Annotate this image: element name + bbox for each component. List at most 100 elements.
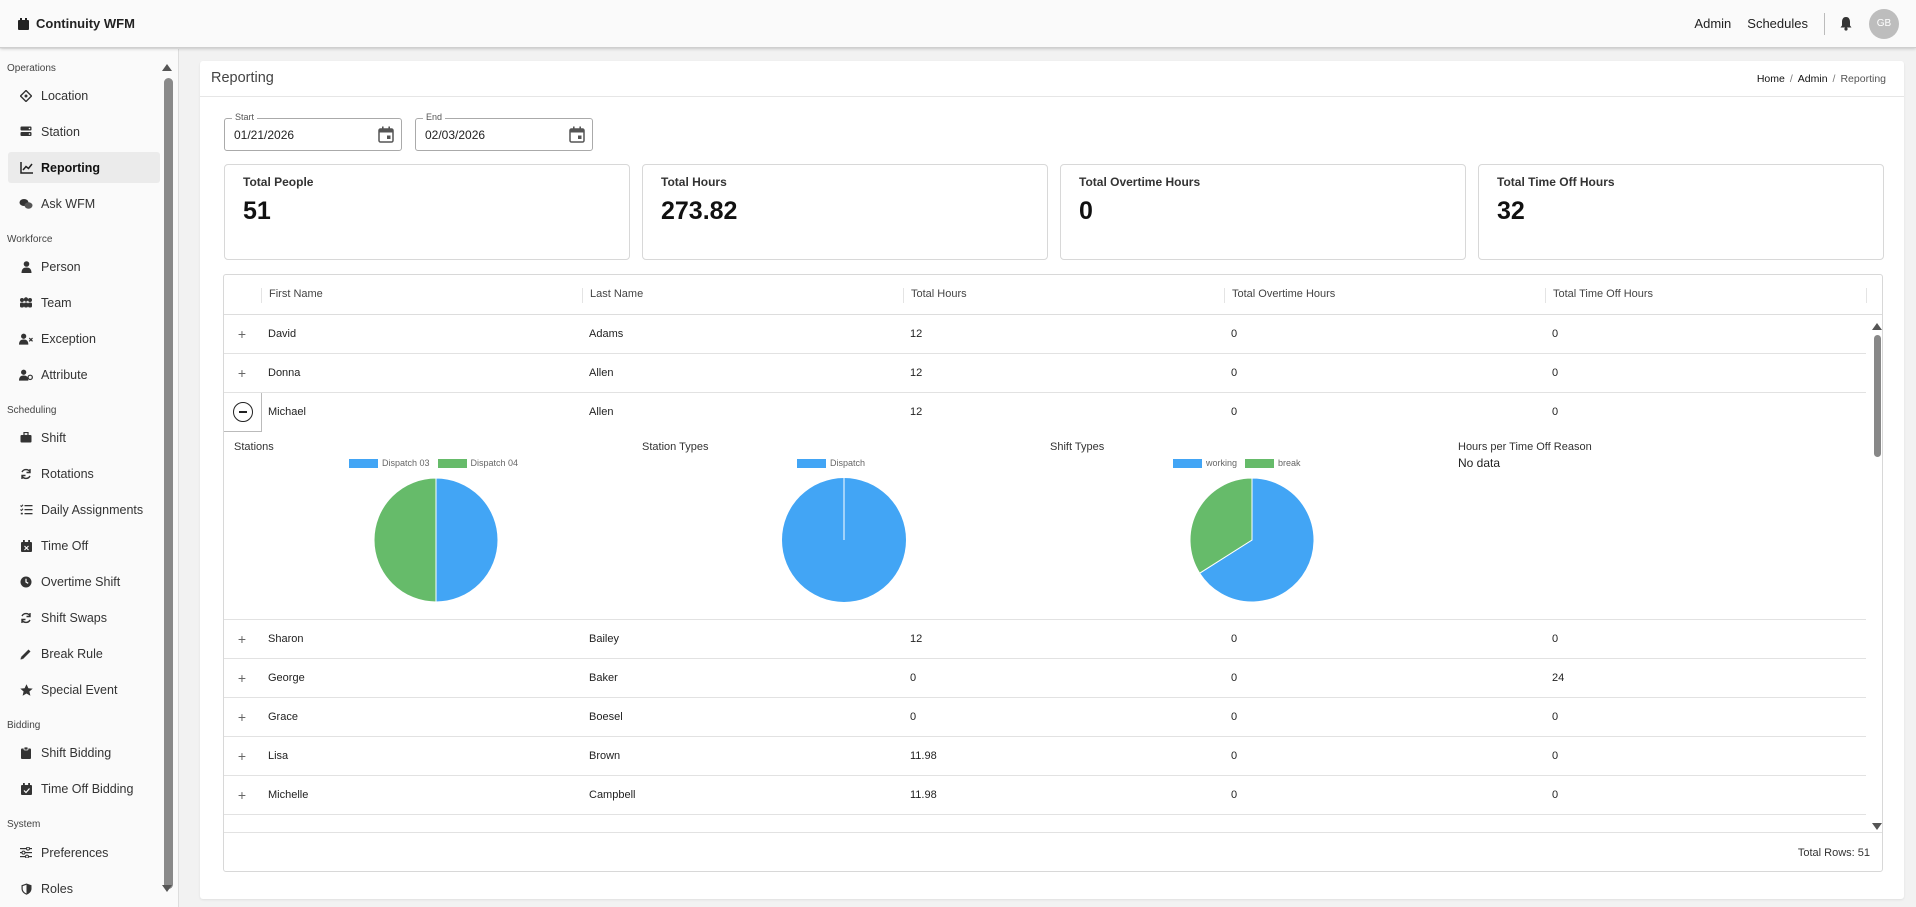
app-brand[interactable]: Continuity WFM bbox=[18, 16, 135, 31]
cell-last-name: Boesel bbox=[589, 711, 623, 723]
sidebar-item-ask-wfm[interactable]: Ask WFM bbox=[8, 188, 160, 219]
cell-overtime-hours: 0 bbox=[1231, 750, 1238, 762]
cell-last-name: Brown bbox=[589, 750, 621, 762]
breadcrumb: Home / Admin / Reporting bbox=[1757, 73, 1886, 85]
bell-icon[interactable] bbox=[1839, 16, 1853, 31]
sidebar-item-station[interactable]: Station bbox=[8, 116, 160, 147]
table-row[interactable]: + Lisa Brown 11.98 0 0 bbox=[224, 737, 1866, 776]
pie-slice[interactable] bbox=[435, 477, 499, 603]
expand-row-button[interactable]: + bbox=[232, 746, 252, 766]
cell-overtime-hours: 0 bbox=[1231, 367, 1238, 379]
sidebar-item-time-off[interactable]: Time Off bbox=[8, 530, 160, 561]
main-panel: Reporting Home / Admin / Reporting Start… bbox=[200, 61, 1904, 899]
legend-item[interactable]: Dispatch 04 bbox=[437, 458, 518, 468]
breadcrumb-admin[interactable]: Admin bbox=[1797, 73, 1828, 85]
table-scroll-up-icon[interactable] bbox=[1872, 323, 1882, 330]
expand-row-button[interactable]: + bbox=[232, 629, 252, 649]
sidebar-item-location[interactable]: Location bbox=[8, 80, 160, 111]
plus-icon: + bbox=[237, 326, 247, 342]
start-date-input[interactable] bbox=[234, 128, 364, 142]
calendar-icon[interactable] bbox=[569, 126, 585, 143]
sidebar-item-shift[interactable]: Shift bbox=[8, 422, 160, 453]
table-row-expanded[interactable]: Michael Allen 12 0 0 bbox=[224, 393, 1866, 432]
cell-last-name: Allen bbox=[589, 406, 614, 418]
chart-title: Shift Types bbox=[1050, 441, 1105, 453]
sidebar-item-team[interactable]: Team bbox=[8, 287, 160, 318]
sidebar-item-overtime-shift[interactable]: Overtime Shift bbox=[8, 566, 160, 597]
column-divider bbox=[1866, 288, 1867, 303]
row-detail-panel: Stations Dispatch 03 Dispatch 04 Station… bbox=[224, 432, 1866, 620]
admin-link[interactable]: Admin bbox=[1694, 16, 1732, 31]
column-header-total-time-off-hours[interactable]: Total Time Off Hours bbox=[1545, 288, 1653, 303]
start-date-field[interactable]: Start bbox=[224, 112, 402, 151]
sidebar-item-rotations[interactable]: Rotations bbox=[8, 458, 160, 489]
sidebar-item-special-event[interactable]: Special Event bbox=[8, 674, 160, 705]
column-header-total-overtime-hours[interactable]: Total Overtime Hours bbox=[1224, 288, 1335, 303]
schedules-link[interactable]: Schedules bbox=[1747, 16, 1808, 31]
sidebar-item-label: Person bbox=[41, 259, 81, 274]
pie-slice[interactable] bbox=[1198, 477, 1315, 603]
expand-row-button[interactable]: + bbox=[232, 707, 252, 727]
table-row[interactable]: + Grace Boesel 0 0 0 bbox=[224, 698, 1866, 737]
table-scroll-down-icon[interactable] bbox=[1872, 823, 1882, 830]
avatar[interactable]: GB bbox=[1869, 8, 1899, 39]
cell-time-off-hours: 0 bbox=[1552, 789, 1559, 801]
shift-types-pie bbox=[1189, 477, 1315, 603]
table-row[interactable]: + Michelle Campbell 11.98 0 0 bbox=[224, 776, 1866, 815]
calendar-x-icon bbox=[19, 539, 33, 553]
expand-row-button[interactable]: + bbox=[232, 668, 252, 688]
column-header-first-name[interactable]: First Name bbox=[261, 288, 323, 303]
sidebar-item-exception[interactable]: Exception bbox=[8, 323, 160, 354]
stat-card-total-overtime-hours: Total Overtime Hours 0 bbox=[1060, 164, 1466, 260]
expand-row-button[interactable]: + bbox=[232, 324, 252, 344]
sidebar-item-shift-bidding[interactable]: Shift Bidding bbox=[8, 737, 160, 768]
ruler-icon bbox=[19, 647, 33, 661]
calendar-icon[interactable] bbox=[378, 126, 394, 143]
sidebar-item-attribute[interactable]: Attribute bbox=[8, 359, 160, 390]
cell-first-name: Lisa bbox=[268, 750, 289, 762]
cell-overtime-hours: 0 bbox=[1231, 672, 1238, 684]
expand-row-button[interactable]: + bbox=[232, 785, 252, 805]
plus-icon: + bbox=[237, 787, 247, 803]
legend-item[interactable]: working bbox=[1173, 458, 1237, 468]
legend-item[interactable]: break bbox=[1245, 458, 1301, 468]
breadcrumb-home[interactable]: Home bbox=[1756, 73, 1785, 85]
shift-types-chart: Shift Types working break bbox=[1040, 432, 1448, 620]
sidebar-item-reporting[interactable]: Reporting bbox=[8, 152, 160, 183]
sidebar-scrollbar[interactable] bbox=[164, 78, 173, 889]
sidebar-item-break-rule[interactable]: Break Rule bbox=[8, 638, 160, 669]
legend-item[interactable]: Dispatch 03 bbox=[349, 458, 430, 468]
cell-time-off-hours: 24 bbox=[1552, 672, 1565, 684]
column-header-last-name[interactable]: Last Name bbox=[582, 288, 643, 303]
table-body: + David Adams 12 0 0 + Donna Allen 12 0 … bbox=[224, 315, 1866, 832]
scroll-down-arrow-icon[interactable] bbox=[162, 885, 172, 892]
cell-last-name: Baker bbox=[589, 672, 618, 684]
end-date-input[interactable] bbox=[425, 128, 555, 142]
page-title: Reporting bbox=[211, 70, 274, 86]
sidebar-item-daily-assignments[interactable]: Daily Assignments bbox=[8, 494, 160, 525]
scroll-up-arrow-icon[interactable] bbox=[162, 64, 172, 71]
table-row[interactable]: + David Adams 12 0 0 bbox=[224, 315, 1866, 354]
plus-icon: + bbox=[237, 365, 247, 381]
briefcase-icon bbox=[19, 431, 33, 445]
collapse-row-button[interactable] bbox=[224, 393, 262, 432]
table-scrollbar[interactable] bbox=[1874, 335, 1881, 457]
cell-total-hours: 0 bbox=[910, 711, 917, 723]
pie-slice[interactable] bbox=[373, 477, 437, 603]
sidebar-item-time-off-bidding[interactable]: Time Off Bidding bbox=[8, 773, 160, 804]
sidebar-item-preferences[interactable]: Preferences bbox=[8, 837, 160, 868]
clipboard-icon bbox=[19, 746, 33, 760]
table-row[interactable]: + Sharon Bailey 12 0 0 bbox=[224, 620, 1866, 659]
chart-legend: Dispatch bbox=[797, 458, 873, 468]
pie-slice[interactable] bbox=[1189, 477, 1253, 574]
sidebar-item-shift-swaps[interactable]: Shift Swaps bbox=[8, 602, 160, 633]
expand-row-button[interactable]: + bbox=[232, 363, 252, 383]
sidebar-item-roles[interactable]: Roles bbox=[8, 873, 160, 904]
end-date-field[interactable]: End bbox=[415, 112, 593, 151]
table-row[interactable]: + George Baker 0 0 24 bbox=[224, 659, 1866, 698]
table-row[interactable]: + Donna Allen 12 0 0 bbox=[224, 354, 1866, 393]
sidebar-item-person[interactable]: Person bbox=[8, 251, 160, 282]
column-header-total-hours[interactable]: Total Hours bbox=[903, 288, 967, 303]
legend-item[interactable]: Dispatch bbox=[797, 458, 865, 468]
cell-overtime-hours: 0 bbox=[1231, 789, 1238, 801]
